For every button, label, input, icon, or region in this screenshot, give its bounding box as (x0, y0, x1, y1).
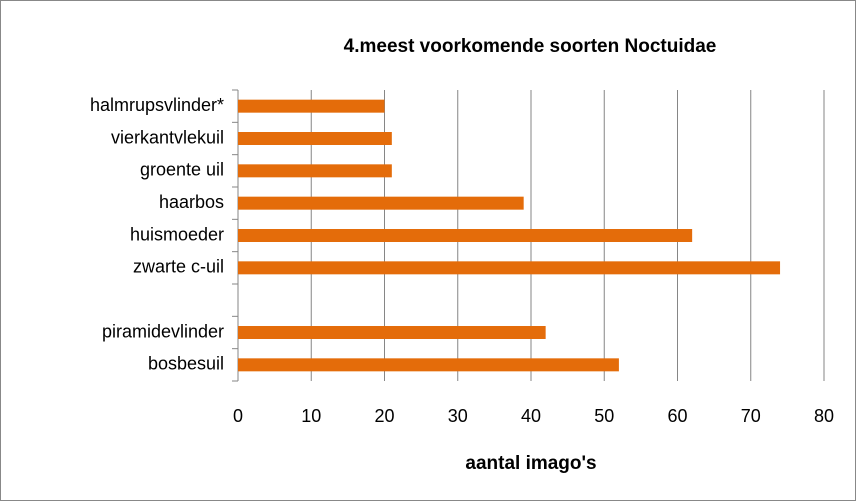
y-tick-label: huismoeder (130, 224, 224, 244)
y-tick-label: halmrupsvlinder* (90, 95, 224, 115)
x-tick-label: 80 (814, 406, 834, 426)
bar (238, 229, 693, 242)
y-tick-label: piramidevlinder (102, 321, 224, 341)
bar (238, 99, 385, 113)
x-tick-label: 30 (448, 406, 468, 426)
bar (238, 326, 546, 339)
x-tick-label: 70 (741, 406, 761, 426)
x-axis-title: aantal imago's (465, 453, 596, 474)
x-tick-label: 60 (667, 406, 687, 426)
bar (238, 196, 524, 210)
bar (238, 164, 392, 178)
x-tick-label: 50 (594, 406, 614, 426)
bar (238, 358, 619, 372)
y-tick-label: bosbesuil (148, 354, 224, 374)
x-tick-label: 40 (521, 406, 541, 426)
chart-title: 4.meest voorkomende soorten Noctuidae (344, 36, 717, 57)
y-tick-label: zwarte c-uil (133, 257, 224, 277)
y-tick-label: groente uil (140, 160, 224, 180)
x-tick-label: 20 (374, 406, 394, 426)
y-tick-label: vierkantvlekuil (111, 127, 224, 147)
x-tick-label: 0 (233, 406, 243, 426)
y-tick-label: haarbos (159, 192, 224, 212)
bar (238, 132, 392, 145)
x-tick-label: 10 (301, 406, 321, 426)
bar (238, 261, 781, 275)
